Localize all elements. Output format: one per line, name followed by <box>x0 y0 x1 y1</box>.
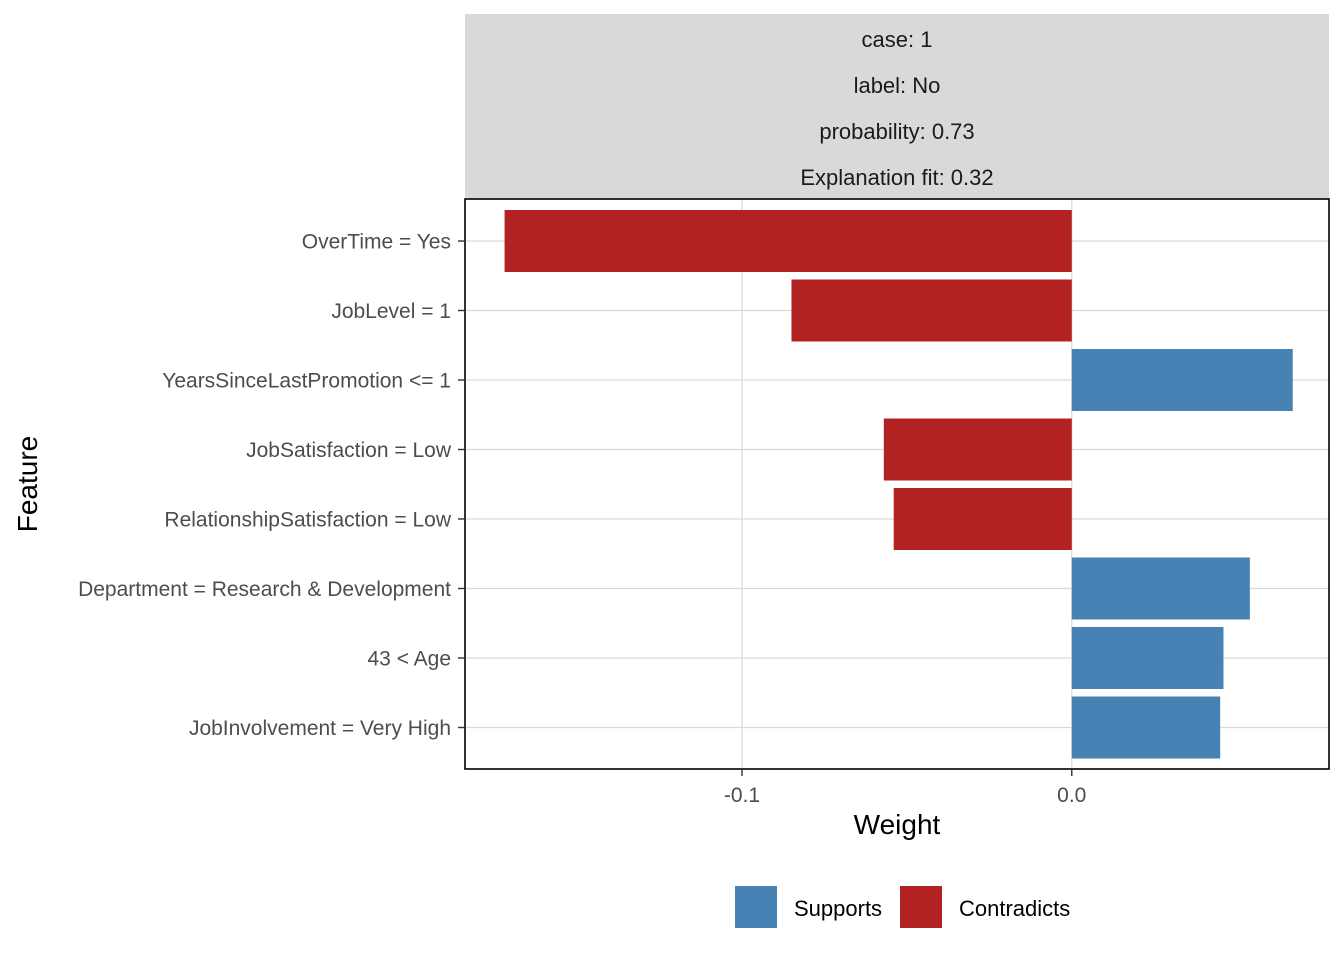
x-tick-label-0: -0.1 <box>724 784 760 807</box>
legend-key-supports <box>735 886 777 928</box>
x-tick-label-1: 0.0 <box>1057 784 1086 807</box>
strip-line-probability: probability: 0.73 <box>819 119 974 144</box>
legend-key-contradicts <box>900 886 942 928</box>
x-axis-title: Weight <box>854 809 941 840</box>
legend-label-supports: Supports <box>794 896 882 921</box>
y-tick-label-4: RelationshipSatisfaction = Low <box>164 509 451 532</box>
bar-5 <box>1071 557 1250 620</box>
strip-line-explanation-fit: Explanation fit: 0.32 <box>800 165 993 190</box>
y-tick-label-0: OverTime = Yes <box>302 231 451 254</box>
panel-border <box>464 198 1330 770</box>
y-tick-label-3: JobSatisfaction = Low <box>246 439 452 462</box>
y-tick-label-1: JobLevel = 1 <box>331 300 451 323</box>
bar-1 <box>791 279 1072 342</box>
y-tick-label-5: Department = Research & Development <box>78 578 451 601</box>
facet-strip <box>465 14 1329 199</box>
bars <box>504 210 1293 759</box>
bar-0 <box>504 210 1072 272</box>
bar-6 <box>1071 627 1224 689</box>
y-tick-label-6: 43 < Age <box>368 648 452 671</box>
y-tick-label-7: JobInvolvement = Very High <box>189 717 451 740</box>
strip-line-label: label: No <box>854 73 941 98</box>
y-tick-label-2: YearsSinceLastPromotion <= 1 <box>162 370 451 393</box>
bar-4 <box>893 488 1072 550</box>
bar-3 <box>883 418 1072 481</box>
legend-label-contradicts: Contradicts <box>959 896 1070 921</box>
y-axis-title: Feature <box>12 436 43 533</box>
axes: OverTime = Yes JobLevel = 1 YearsSinceLast… <box>78 231 1086 808</box>
legend: Supports Contradicts <box>735 886 1070 928</box>
bar-2 <box>1071 349 1293 411</box>
bar-7 <box>1071 696 1221 759</box>
strip-line-case: case: 1 <box>862 27 933 52</box>
